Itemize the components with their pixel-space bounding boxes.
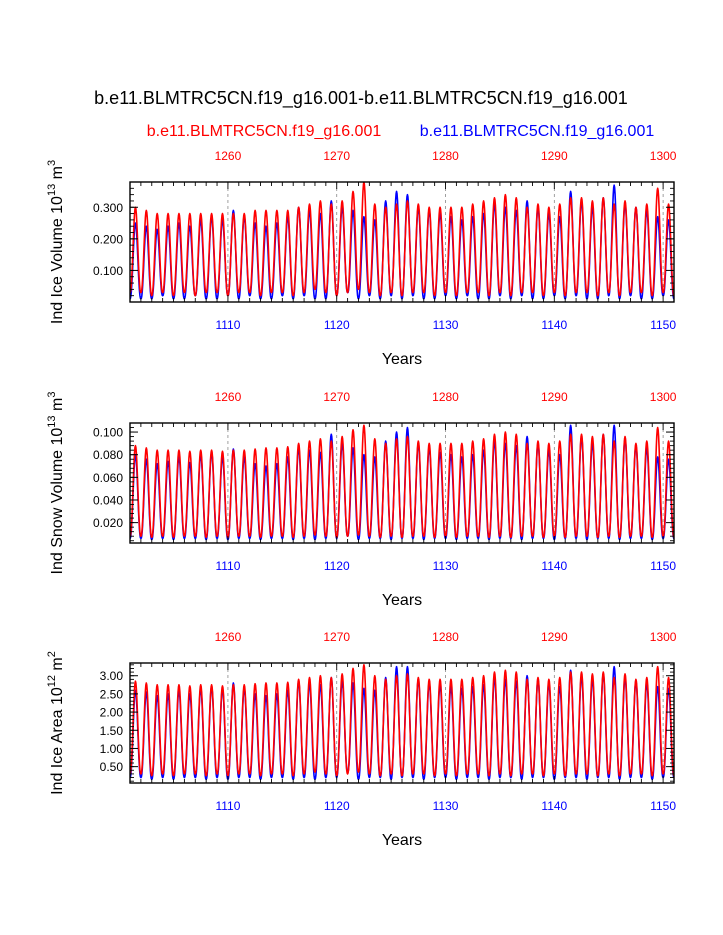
x-tick-label-bottom: 1150 <box>650 559 676 573</box>
y-axis-title-unit-exp: 2 <box>46 651 58 657</box>
x-tick-label-bottom: 1120 <box>324 559 350 573</box>
x-tick-label-top: 1300 <box>650 630 677 644</box>
x-tick-label-top: 1270 <box>323 630 350 644</box>
x-tick-label-top: 1300 <box>650 390 677 404</box>
y-tick-label: 0.100 <box>93 426 123 440</box>
x-tick-label-bottom: 1130 <box>433 799 459 813</box>
x-tick-label-top: 1290 <box>541 390 568 404</box>
x-tick-label-top: 1260 <box>215 149 242 163</box>
case-label-red: b.e11.BLMTRC5CN.f19_g16.001 <box>147 123 382 140</box>
x-tick-label-bottom: 1140 <box>541 559 567 573</box>
series-red-line <box>130 424 674 539</box>
x-axis-title: Years <box>382 351 422 368</box>
series-red-line <box>130 664 674 777</box>
case-label-blue: b.e11.BLMTRC5CN.f19_g16.001 <box>420 123 655 140</box>
y-axis-title: Ind Ice Area 1012 m2 <box>46 651 66 795</box>
y-tick-label: 2.50 <box>100 687 124 701</box>
x-tick-label-top: 1270 <box>323 149 350 163</box>
x-tick-label-bottom: 1110 <box>215 559 240 573</box>
y-tick-label: 0.200 <box>93 232 123 246</box>
panel-2: 1110 1120 1130 1140 1150 1260 1270 1280 1290 1300… <box>46 390 677 609</box>
x-tick-label-bottom: 1150 <box>650 799 676 813</box>
series-blue-line <box>130 665 674 781</box>
y-axis-title-main: Ind Ice Volume 10 <box>49 196 66 324</box>
y-tick-label: 3.00 <box>100 669 124 683</box>
y-axis-title-unit-exp: 3 <box>46 160 58 166</box>
y-axis-title-exp: 13 <box>46 415 58 427</box>
series-red-line <box>130 182 674 297</box>
plot-frame <box>129 181 675 303</box>
y-axis-title-exp: 13 <box>46 184 58 196</box>
y-tick-label: 1.00 <box>100 742 124 756</box>
y-tick-label: 0.080 <box>93 448 123 462</box>
y-tick-label: 0.040 <box>93 493 123 507</box>
x-tick-label-top: 1280 <box>432 390 459 404</box>
x-tick-label-bottom: 1140 <box>541 799 567 813</box>
y-axis-title-unit: m <box>49 166 66 184</box>
x-tick-label-top: 1300 <box>650 149 677 163</box>
panel-1: 1110 1120 1130 1140 1150 1260 1270 1280 1290 1300… <box>46 149 677 368</box>
x-tick-label-bottom: 1110 <box>215 318 240 332</box>
y-tick-label: 0.060 <box>93 471 123 485</box>
panels: 1110 1120 1130 1140 1150 1260 1270 1280 1290 1300… <box>46 149 677 849</box>
x-tick-label-bottom: 1120 <box>324 318 350 332</box>
y-tick-label: 0.50 <box>100 760 124 774</box>
x-tick-label-top: 1280 <box>432 149 459 163</box>
x-tick-label-bottom: 1130 <box>433 318 459 332</box>
y-tick-label: 2.00 <box>100 706 124 720</box>
y-axis-title: Ind Ice Volume 1013 m3 <box>46 160 66 324</box>
x-tick-label-bottom: 1150 <box>650 318 676 332</box>
x-tick-label-top: 1290 <box>541 149 568 163</box>
x-tick-label-bottom: 1130 <box>433 559 459 573</box>
y-tick-label: 0.020 <box>93 516 123 530</box>
y-tick-label: 0.100 <box>93 264 123 278</box>
figure-title: b.e11.BLMTRC5CN.f19_g16.001-b.e11.BLMTRC… <box>94 88 628 109</box>
x-tick-label-bottom: 1140 <box>541 318 567 332</box>
y-axis-title-unit: m <box>49 398 66 416</box>
panel-3: 1110 1120 1130 1140 1150 1260 1270 1280 1290 1300… <box>46 630 677 849</box>
x-tick-label-top: 1290 <box>541 630 568 644</box>
y-axis-title-main: Ind Ice Area 10 <box>49 687 66 795</box>
x-tick-label-bottom: 1110 <box>215 799 240 813</box>
y-axis-title-unit: m <box>49 657 66 675</box>
y-tick-label: 0.300 <box>93 201 123 215</box>
y-axis-title-main: Ind Snow Volume 10 <box>49 428 66 575</box>
x-tick-label-top: 1270 <box>323 390 350 404</box>
x-tick-label-bottom: 1120 <box>324 799 350 813</box>
x-axis-title: Years <box>382 832 422 849</box>
y-axis-title-exp: 12 <box>46 675 58 687</box>
x-tick-label-top: 1260 <box>215 390 242 404</box>
y-axis-title-unit-exp: 3 <box>46 392 58 398</box>
x-axis-title: Years <box>382 592 422 609</box>
y-tick-label: 1.50 <box>100 724 124 738</box>
y-axis-title: Ind Snow Volume 1013 m3 <box>46 392 66 575</box>
x-tick-label-top: 1260 <box>215 630 242 644</box>
x-tick-label-top: 1280 <box>432 630 459 644</box>
